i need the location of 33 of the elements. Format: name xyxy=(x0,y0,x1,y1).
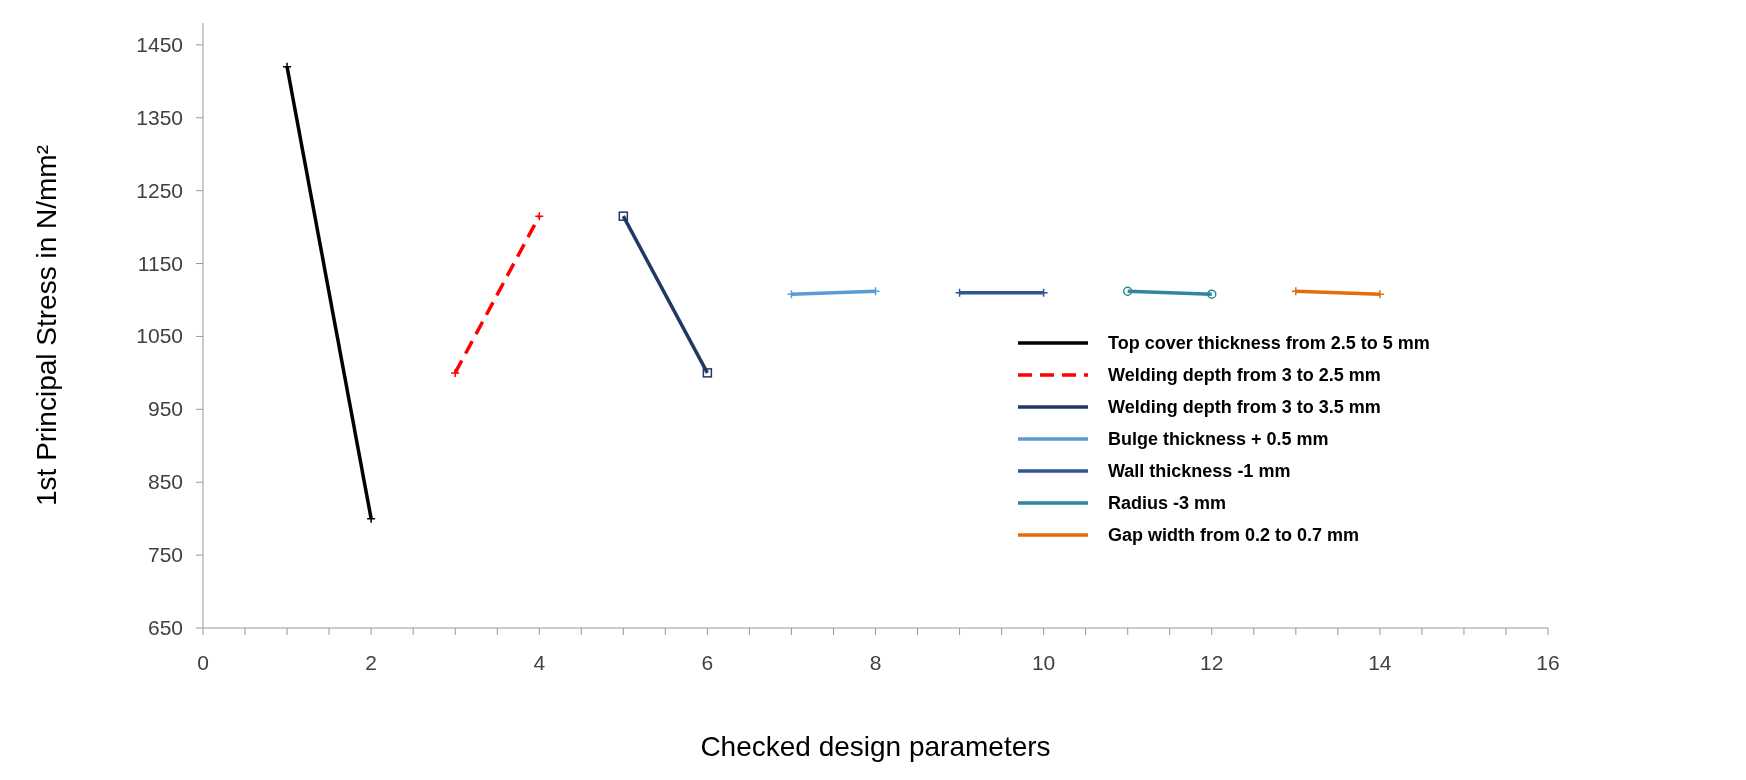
y-axis-title: 1st Principal Stress in N/mm² xyxy=(31,145,62,506)
legend-label: Radius -3 mm xyxy=(1108,493,1227,513)
point xyxy=(1122,286,1133,296)
y-tick-label: 650 xyxy=(147,616,183,639)
x-tick-label: 12 xyxy=(1200,651,1224,674)
legend-label: Welding depth from 3 to 3.5 mm xyxy=(1108,397,1381,417)
point xyxy=(534,211,544,221)
x-tick-label: 2 xyxy=(365,651,377,674)
legend-label: Wall thickness -1 mm xyxy=(1108,461,1291,481)
point xyxy=(450,368,460,378)
x-tick-label: 14 xyxy=(1368,651,1392,674)
y-tick-label: 1450 xyxy=(136,32,183,56)
x-tick-label: 6 xyxy=(701,651,714,674)
x-tick-label: 16 xyxy=(1536,651,1560,674)
point xyxy=(702,368,713,378)
y-tick-label: 750 xyxy=(147,543,183,567)
y-tick-label: 850 xyxy=(147,470,183,494)
y-tick-label: 1150 xyxy=(137,251,183,275)
y-tick-label: 1050 xyxy=(136,324,183,348)
x-tick-label: 10 xyxy=(1031,651,1056,674)
point xyxy=(618,211,629,221)
x-tick-label: 8 xyxy=(869,651,882,674)
y-tick-label: 1250 xyxy=(136,178,183,202)
x-tick-label: 4 xyxy=(533,651,546,674)
legend-label: Top cover thickness from 2.5 to 5 mm xyxy=(1108,333,1430,353)
legend-label: Bulge thickness + 0.5 mm xyxy=(1108,429,1329,449)
point xyxy=(1207,289,1217,299)
y-tick-label: 1350 xyxy=(136,105,183,129)
x-tick-label: 0 xyxy=(197,651,209,674)
x-axis-title: Checked design parameters xyxy=(700,731,1051,762)
y-tick-label: 950 xyxy=(147,397,183,421)
legend-label: Gap width from 0.2 to 0.7 mm xyxy=(1108,525,1360,545)
legend-label: Welding depth from 3 to 2.5 mm xyxy=(1108,365,1381,385)
